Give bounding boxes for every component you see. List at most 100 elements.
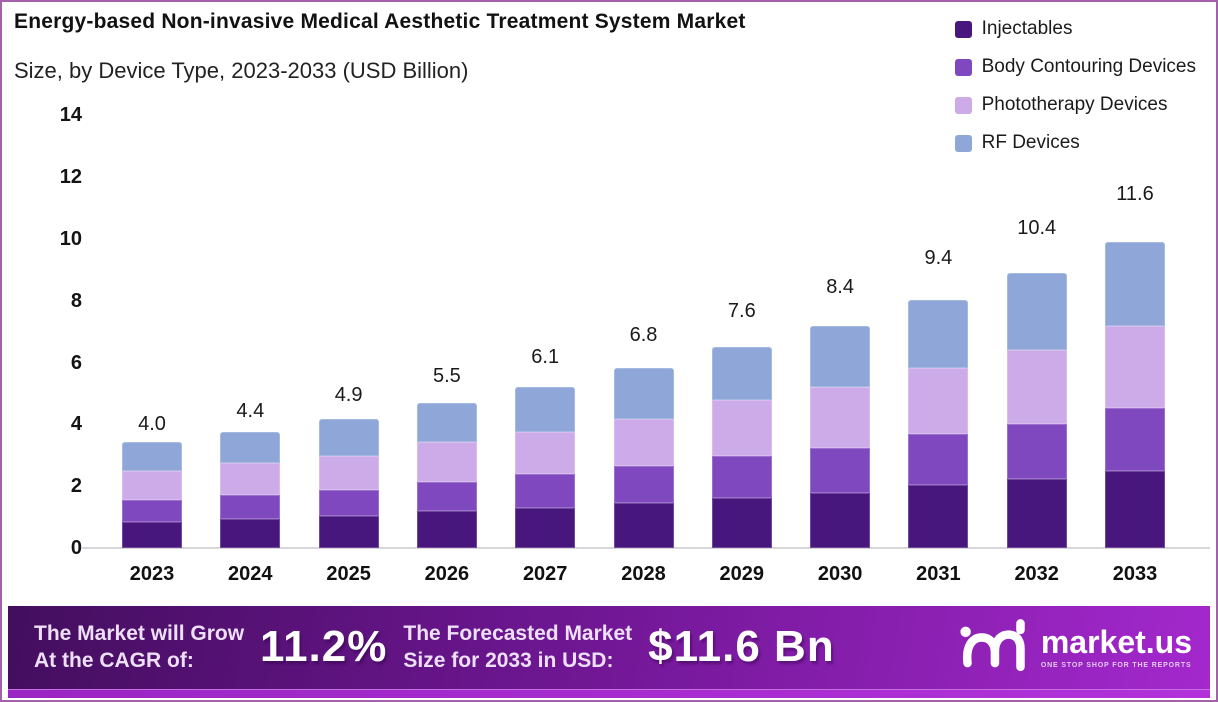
bar-segment-injectables <box>122 521 182 548</box>
bar-total-label: 4.0 <box>138 413 166 436</box>
bar-segment-rf-devices <box>416 402 477 443</box>
bar-segment-body-contouring-devices <box>711 455 772 498</box>
legend-item-phototherapy-devices: Phototherapy Devices <box>954 94 1196 116</box>
bar-segment-phototherapy-devices <box>1006 349 1067 424</box>
bar-segment-rf-devices <box>220 431 281 464</box>
bar-segment-phototherapy-devices <box>416 442 477 482</box>
bar-total-label: 10.4 <box>1017 217 1057 240</box>
cagr-label-line1: The Market will Grow <box>34 621 245 645</box>
y-axis-tick: 8 <box>70 289 82 312</box>
bar-segment-rf-devices <box>1105 241 1165 327</box>
banner-bottom-strip <box>8 690 1210 698</box>
x-axis-label: 2029 <box>719 563 765 585</box>
legend-label: RF Devices <box>981 132 1080 153</box>
forecast-label-line2: Size for 2033 in USD: <box>403 649 614 672</box>
bar-segment-phototherapy-devices <box>810 386 871 448</box>
cagr-label: The Market will Grow At the CAGR of: <box>34 620 244 675</box>
x-axis-label: 2030 <box>817 563 863 585</box>
chart-header: Energy-based Non-invasive Medical Aesthe… <box>14 10 894 84</box>
cagr-label-line2: At the CAGR of: <box>34 649 194 672</box>
bar-segment-injectables <box>908 484 969 548</box>
x-axis-label: 2031 <box>916 563 961 585</box>
forecast-value: $11.6 Bn <box>648 622 835 671</box>
bar-segment-body-contouring-devices <box>613 466 674 504</box>
bar-segment-injectables <box>810 492 871 548</box>
x-axis-label: 2024 <box>228 563 273 585</box>
bar-segment-injectables <box>515 508 576 548</box>
y-axis-tick: 0 <box>70 537 82 559</box>
bar-total-label: 11.6 <box>1116 182 1154 205</box>
bar-total-label: 9.4 <box>924 246 953 269</box>
legend-swatch-phototherapy-devices <box>954 96 972 114</box>
legend-label: Injectables <box>981 18 1073 39</box>
bar-segment-phototherapy-devices <box>515 431 576 475</box>
legend-label: Body Contouring Devices <box>981 56 1196 77</box>
brand-text: market.us ONE STOP SHOP FOR THE REPORTS <box>1041 626 1192 669</box>
forecast-label-line1: The Forecasted Market <box>403 621 633 645</box>
bar-segment-body-contouring-devices <box>1006 423 1067 480</box>
bar-segment-rf-devices <box>613 368 674 419</box>
legend-item-injectables: Injectables <box>954 18 1196 40</box>
x-axis-label: 2023 <box>129 563 175 585</box>
bar-segment-body-contouring-devices <box>515 474 576 509</box>
bar-segment-rf-devices <box>122 442 182 472</box>
bar-segment-phototherapy-devices <box>318 455 379 490</box>
market-us-logo-icon <box>960 619 1025 672</box>
forecast-label: The Forecasted Market Size for 2033 in U… <box>403 620 632 675</box>
bar-segment-injectables <box>318 516 379 548</box>
x-axis-label: 2026 <box>424 563 470 585</box>
bar-segment-body-contouring-devices <box>416 481 477 511</box>
x-axis-label: 2028 <box>621 563 666 585</box>
legend-swatch-rf-devices <box>954 134 972 152</box>
y-axis-tick: 14 <box>59 104 82 127</box>
bar-segment-rf-devices <box>908 299 969 369</box>
bar-segment-injectables <box>711 497 772 548</box>
bar-total-label: 8.4 <box>826 276 854 299</box>
bar-segment-injectables <box>613 503 674 548</box>
bar-segment-phototherapy-devices <box>220 463 281 496</box>
brand-logo: market.us ONE STOP SHOP FOR THE REPORTS <box>959 619 1196 675</box>
legend-swatch-injectables <box>954 20 972 38</box>
chart-legend: Injectables Body Contouring Devices Photot… <box>954 18 1196 154</box>
bar-segment-phototherapy-devices <box>122 471 182 501</box>
bar-segment-injectables <box>220 518 281 548</box>
bar-segment-body-contouring-devices <box>908 434 969 485</box>
bar-total-label: 4.4 <box>236 399 265 422</box>
chart-title: Energy-based Non-invasive Medical Aesthe… <box>14 10 746 33</box>
x-axis-label: 2025 <box>326 563 371 585</box>
bar-total-label: 6.8 <box>629 324 658 347</box>
cagr-value: 11.2% <box>260 622 388 671</box>
footer-banner: The Market will Grow At the CAGR of: 11.… <box>8 606 1210 698</box>
y-axis-tick: 10 <box>59 228 82 250</box>
bar-segment-rf-devices <box>318 418 379 456</box>
x-axis-label: 2033 <box>1112 563 1158 585</box>
bar-segment-injectables <box>1105 471 1165 548</box>
bar-segment-body-contouring-devices <box>122 500 182 522</box>
y-axis-tick: 12 <box>59 166 82 189</box>
bar-segment-body-contouring-devices <box>1105 407 1165 472</box>
x-axis-label: 2027 <box>522 563 568 585</box>
bar-total-label: 6.1 <box>531 345 560 368</box>
x-axis-baseline <box>82 547 1210 549</box>
bar-segment-rf-devices <box>810 326 871 387</box>
chart-subtitle: Size, by Device Type, 2023-2033 (USD Bil… <box>14 58 469 83</box>
bar-segment-injectables <box>1006 479 1067 548</box>
y-axis-tick: 4 <box>70 413 82 436</box>
legend-label: Phototherapy Devices <box>981 94 1168 115</box>
bar-segment-body-contouring-devices <box>318 489 379 517</box>
brand-name: market.us <box>1040 623 1192 660</box>
bar-segment-phototherapy-devices <box>613 418 674 467</box>
bar-segment-phototherapy-devices <box>908 368 969 435</box>
bar-segment-body-contouring-devices <box>220 495 281 519</box>
legend-swatch-body-contouring-devices <box>954 58 972 76</box>
bar-segment-phototherapy-devices <box>711 400 772 456</box>
bar-segment-rf-devices <box>1006 273 1067 350</box>
bar-total-label: 5.5 <box>432 364 461 387</box>
y-axis-tick: 2 <box>70 475 82 498</box>
bar-segment-rf-devices <box>711 347 772 401</box>
x-axis-label: 2032 <box>1014 563 1059 585</box>
bar-segment-injectables <box>416 511 477 548</box>
bar-segment-phototherapy-devices <box>1105 326 1165 408</box>
